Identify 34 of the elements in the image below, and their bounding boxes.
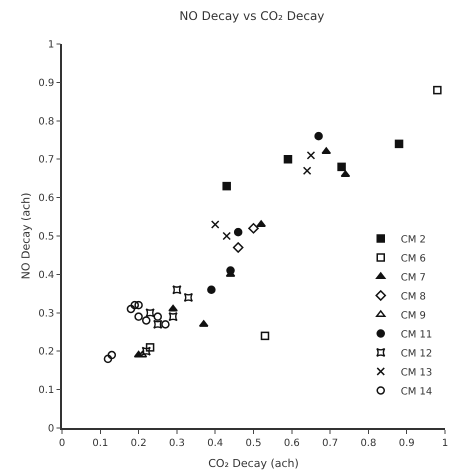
legend-label: CM 11 bbox=[400, 329, 432, 340]
y-tick-label: 0.5 bbox=[38, 232, 54, 242]
legend-label: CM 13 bbox=[400, 367, 432, 378]
x-tick-label: 0.7 bbox=[322, 438, 338, 449]
x-tick-label: 0.6 bbox=[284, 438, 300, 449]
y-tick-label: 0.8 bbox=[38, 116, 54, 128]
y-tick-label: 0.1 bbox=[38, 385, 54, 396]
legend-label: CM 6 bbox=[400, 253, 426, 264]
y-axis-title: NO Decay (ach) bbox=[20, 192, 32, 280]
x-tick-label: 0.5 bbox=[246, 438, 262, 449]
y-tick-label: 0.3 bbox=[38, 308, 54, 320]
legend-label: CM 2 bbox=[400, 234, 426, 246]
y-tick-label: 0.4 bbox=[38, 270, 54, 281]
x-tick-label: 1 bbox=[442, 438, 448, 449]
x-tick-label: 0.1 bbox=[92, 438, 108, 449]
legend-label: CM 14 bbox=[400, 386, 432, 398]
x-tick-label: 0 bbox=[58, 438, 66, 449]
legend-label: CM 9 bbox=[400, 310, 426, 322]
x-tick-label: 0.3 bbox=[168, 438, 185, 449]
legend-label: CM 8 bbox=[400, 291, 426, 302]
legend-label: CM 7 bbox=[400, 272, 426, 284]
y-tick-label: 0.2 bbox=[38, 346, 54, 358]
x-tick-label: 0.9 bbox=[398, 438, 415, 449]
legend-label: CM 12 bbox=[400, 348, 432, 360]
x-tick-label: 0.2 bbox=[130, 438, 147, 449]
y-tick-label: 0.6 bbox=[38, 193, 54, 204]
chart-title: NO Decay vs CO₂ Decay bbox=[179, 9, 324, 24]
y-tick-label: 0 bbox=[48, 424, 54, 434]
y-tick-label: 1 bbox=[48, 40, 54, 50]
y-tick-label: 0.7 bbox=[38, 154, 54, 166]
x-tick-label: 0.8 bbox=[360, 438, 376, 449]
y-tick-label: 0.9 bbox=[38, 78, 54, 89]
x-tick-label: 0.4 bbox=[207, 438, 224, 449]
x-axis-title: CO₂ Decay (ach) bbox=[208, 457, 299, 470]
